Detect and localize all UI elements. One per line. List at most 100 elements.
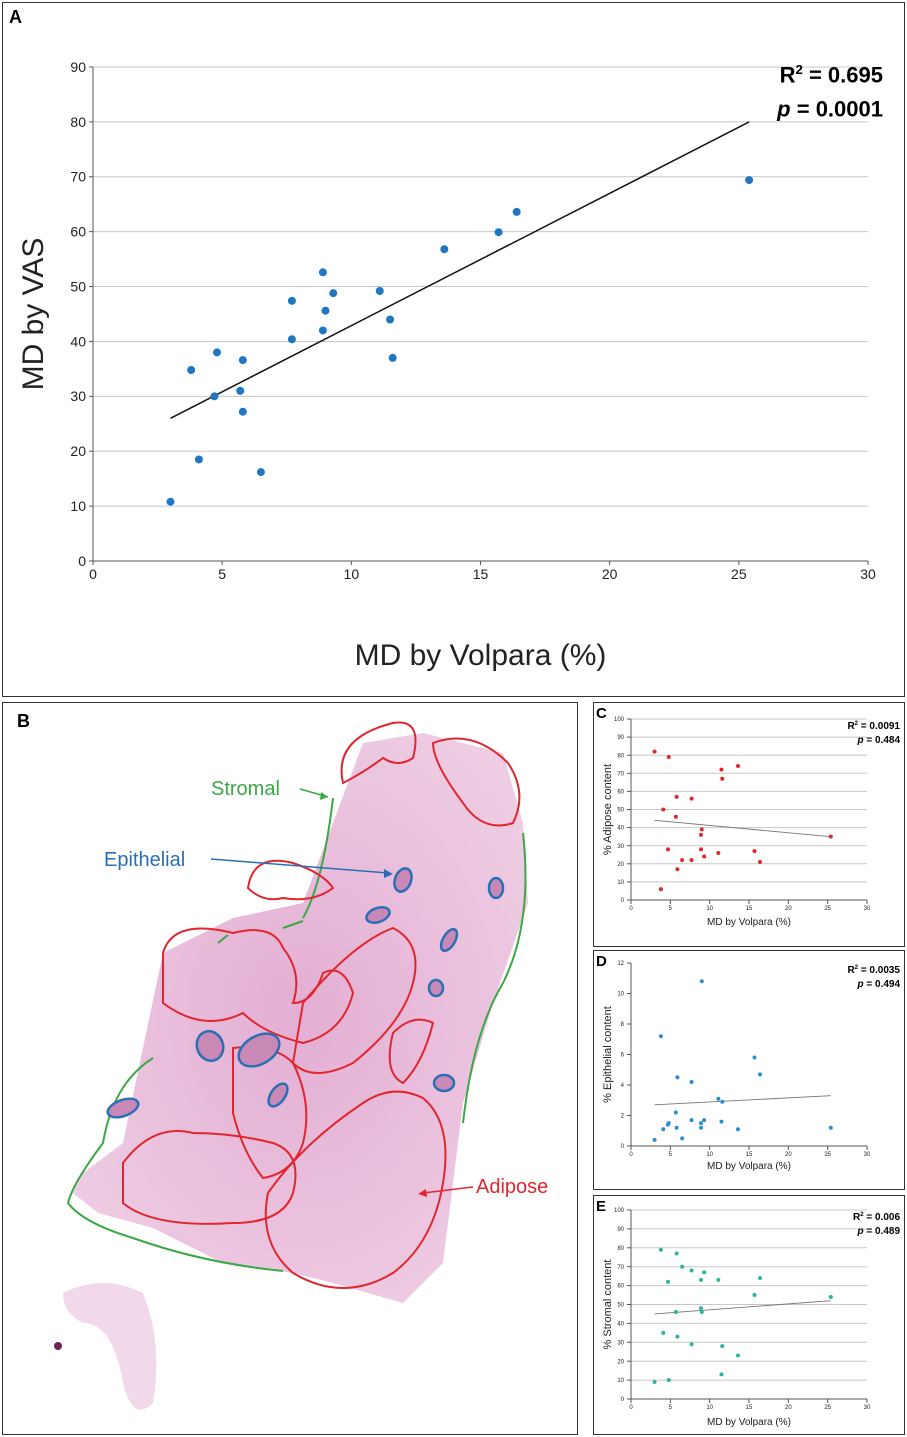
- y-tick-label: 100: [614, 717, 625, 723]
- data-point: [735, 764, 740, 769]
- data-point: [673, 814, 678, 819]
- y-tick-label: 10: [70, 498, 86, 514]
- y-tick-label: 20: [70, 443, 86, 459]
- r-squared-stat: R2 = 0.695: [780, 62, 883, 88]
- data-point: [752, 1055, 757, 1060]
- y-tick-label: 20: [617, 862, 624, 868]
- data-point: [689, 1268, 694, 1273]
- data-point: [752, 849, 757, 854]
- y-axis-label: % Epithelial content: [602, 1006, 614, 1103]
- data-point: [213, 348, 221, 357]
- x-tick-label: 15: [746, 1405, 753, 1411]
- data-point: [699, 1306, 704, 1311]
- data-point: [238, 407, 247, 416]
- data-point: [758, 859, 763, 864]
- x-tick-label: 10: [706, 1405, 713, 1411]
- x-tick-label: 15: [746, 1152, 753, 1158]
- panel-d-label: D: [596, 953, 607, 970]
- data-point: [702, 854, 707, 859]
- data-point: [699, 1125, 704, 1130]
- data-point: [673, 1110, 678, 1115]
- p-value-stat: p = 0.494: [856, 979, 900, 990]
- data-point: [318, 326, 327, 335]
- y-axis-label: % Stromal content: [602, 1260, 614, 1350]
- y-tick-label: 0: [621, 1144, 625, 1150]
- data-point: [652, 1137, 657, 1142]
- data-point: [329, 289, 338, 298]
- data-point: [287, 296, 296, 305]
- x-tick-label: 5: [218, 566, 226, 582]
- panel-b-label: B: [17, 711, 30, 731]
- data-point: [680, 1136, 685, 1141]
- chart-a: 0 10 20 30 40 50 60 70 80 90 0 5 10 15 20 25 30 MD by Vol…: [17, 59, 883, 672]
- data-point: [194, 455, 203, 464]
- x-tick-label: 0: [629, 906, 633, 912]
- y-tick-label: 60: [617, 790, 624, 796]
- x-tick-label: 0: [629, 1405, 633, 1411]
- y-axis-label: % Adipose content: [602, 764, 614, 855]
- adipose-label: Adipose: [476, 1176, 548, 1198]
- data-point: [752, 1293, 757, 1298]
- data-point: [652, 1379, 657, 1384]
- data-point: [661, 1330, 666, 1335]
- data-point: [256, 468, 265, 477]
- panel-c: C 0 10 20 30 40 50 60 70 80 90 100 0 5 10 15 20 25 30 MD b…: [593, 702, 905, 947]
- data-point: [828, 834, 833, 839]
- adipose-regions: [122, 721, 521, 1289]
- r-squared-stat: R2 = 0.0091: [847, 721, 900, 732]
- x-tick-label: 30: [864, 1405, 871, 1411]
- y-tick-label: 80: [617, 1246, 624, 1252]
- data-point: [720, 776, 725, 781]
- y-tick-label: 10: [617, 880, 624, 886]
- y-axis-label: MD by VAS: [17, 238, 50, 391]
- data-point: [661, 807, 666, 812]
- y-tick-label: 50: [617, 1303, 624, 1309]
- chart-e: 0 10 20 30 40 50 60 70 80 90 100 0 5 10 15 20 25 30 MD by …: [602, 1208, 901, 1428]
- p-value-stat: p = 0.0001: [776, 97, 883, 122]
- data-point: [210, 392, 219, 401]
- stromal-boundary: [66, 797, 527, 1272]
- panel-c-label: C: [596, 705, 607, 722]
- data-point: [699, 979, 704, 984]
- data-point: [666, 1121, 671, 1126]
- y-tick-label: 50: [70, 278, 86, 294]
- data-point: [674, 1125, 679, 1130]
- y-tick-label: 10: [617, 1378, 624, 1384]
- panel-e-label: E: [596, 1198, 607, 1215]
- data-point: [388, 353, 397, 362]
- y-tick-label: 2: [621, 1114, 625, 1120]
- y-tick-label: 4: [621, 1083, 625, 1089]
- data-point: [689, 796, 694, 801]
- data-point: [699, 827, 704, 832]
- data-point: [287, 335, 296, 344]
- x-tick-label: 25: [731, 566, 747, 582]
- trendline: [654, 1300, 831, 1315]
- stromal-annotation: Stromal: [211, 778, 329, 800]
- trendline: [654, 819, 831, 838]
- data-point: [716, 1277, 721, 1282]
- p-value-stat: p = 0.484: [856, 735, 900, 746]
- x-tick-label: 15: [473, 566, 489, 582]
- tissue-speck: [54, 1342, 62, 1350]
- data-point: [699, 1310, 704, 1315]
- x-tick-label: 10: [344, 566, 360, 582]
- y-tick-label: 10: [617, 992, 624, 998]
- x-tick-label: 5: [669, 906, 673, 912]
- data-point: [674, 794, 679, 799]
- epithelial-label: Epithelial: [104, 849, 185, 871]
- x-tick-label: 10: [706, 906, 713, 912]
- tissue-fragment: [63, 1283, 157, 1410]
- x-tick-label: 15: [746, 906, 753, 912]
- panel-b: B: [2, 702, 578, 1435]
- y-tick-label: 60: [617, 1284, 624, 1290]
- y-tick-label: 70: [617, 771, 624, 777]
- data-point: [674, 1251, 679, 1256]
- y-tick-label: 50: [617, 808, 624, 814]
- y-tick-label: 30: [70, 388, 86, 404]
- x-tick-label: 5: [669, 1152, 673, 1158]
- data-point: [699, 832, 704, 837]
- y-tick-label: 40: [617, 1322, 624, 1328]
- x-tick-label: 20: [785, 1405, 792, 1411]
- x-tick-label: 20: [785, 906, 792, 912]
- adipose-annotation: Adipose: [418, 1176, 548, 1198]
